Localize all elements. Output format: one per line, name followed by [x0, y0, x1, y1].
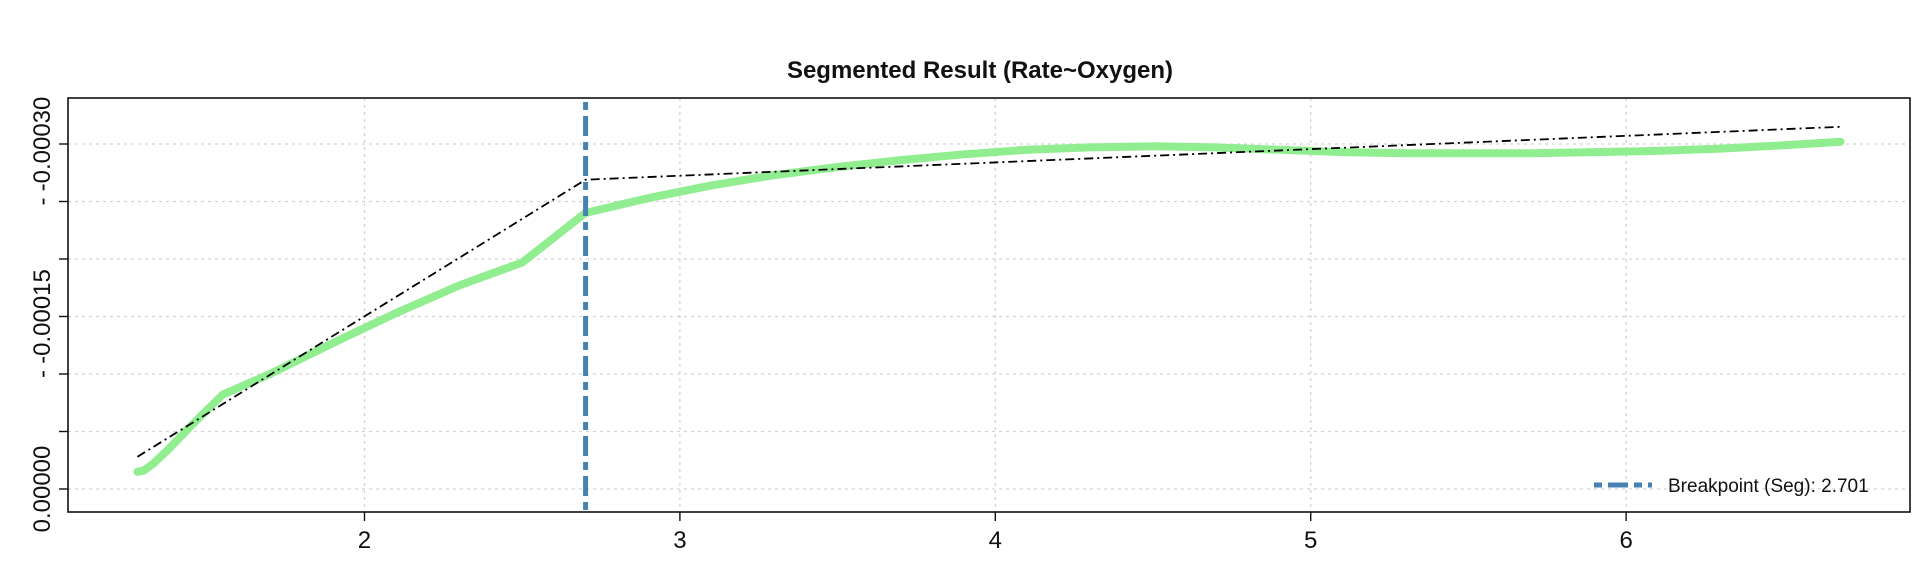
- series-layer: [133, 102, 1845, 512]
- x-tick-label: 6: [1619, 527, 1632, 554]
- segmented-fit-line: [136, 125, 1841, 458]
- grid: [68, 98, 1910, 512]
- y-tick-label: -: [29, 198, 56, 206]
- smoothed-data-line: [133, 137, 1845, 476]
- x-tick-label: 5: [1304, 527, 1317, 554]
- chart-title: Segmented Result (Rate~Oxygen): [787, 57, 1173, 84]
- plot-frame: [67, 97, 1911, 513]
- x-tick-label: 3: [673, 527, 686, 554]
- y-tick-label: -: [29, 370, 56, 378]
- x-tick-label: 4: [989, 527, 1002, 554]
- y-tick-label: -0.00030: [29, 97, 56, 192]
- legend: Breakpoint (Seg): 2.701: [1594, 476, 1869, 497]
- y-tick-label: 0.00000: [29, 446, 56, 533]
- x-axis: 2 3 4 5 6: [358, 512, 1633, 554]
- y-tick-label: -0.00015: [29, 269, 56, 364]
- legend-breakpoint-label: Breakpoint (Seg): 2.701: [1668, 476, 1869, 497]
- x-tick-label: 2: [358, 527, 371, 554]
- y-axis: 0.00000 - -0.00015 - -0.00030: [29, 97, 68, 533]
